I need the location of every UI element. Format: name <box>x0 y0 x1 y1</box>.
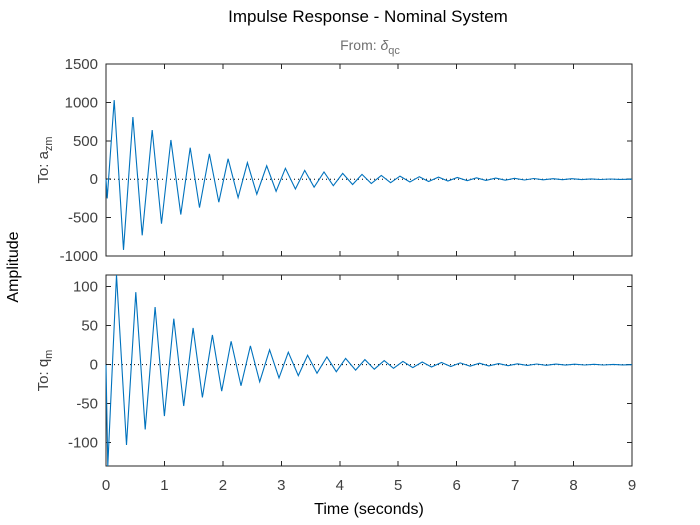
x-tick-label: 0 <box>102 477 110 494</box>
output-channel-subscript: m <box>43 350 55 359</box>
x-tick-label: 7 <box>511 477 519 494</box>
x-axis-ticks: 0 1 2 3 4 5 6 7 8 9 <box>102 477 636 494</box>
y-tick-label: 1000 <box>65 94 98 111</box>
output-channel-symbol: q <box>35 359 52 367</box>
y-tick-label: 500 <box>73 133 98 150</box>
output-channel-prefix: To: <box>35 159 52 183</box>
input-channel-label: From: δqc <box>340 37 400 57</box>
y-tick-label: 100 <box>73 279 98 296</box>
x-tick-label: 8 <box>569 477 577 494</box>
y-tick-label: 0 <box>90 171 98 188</box>
input-channel-prefix: From: <box>340 37 380 53</box>
x-tick-label: 9 <box>628 477 636 494</box>
panel-1: -1000 -500 0 500 1000 1500 To: azm <box>35 56 632 265</box>
x-tick-label: 3 <box>277 477 285 494</box>
figure-title: Impulse Response - Nominal System <box>228 7 508 26</box>
output-channel-label: To: qm <box>35 350 55 392</box>
output-channel-label: To: azm <box>35 136 55 183</box>
x-tick-label: 1 <box>160 477 168 494</box>
y-tick-label: -100 <box>68 435 98 452</box>
x-tick-label: 6 <box>452 477 460 494</box>
y-tick-label: -500 <box>68 210 98 227</box>
input-channel-subscript: qc <box>388 45 400 57</box>
panel-frame <box>106 64 632 256</box>
panel-2: -100 -50 0 50 100 To: qm <box>35 275 632 466</box>
output-channel-prefix: To: <box>35 367 52 391</box>
y-tick-label: 50 <box>81 318 98 335</box>
y-tick-label: 1500 <box>65 56 98 73</box>
output-channel-subscript: zm <box>43 136 55 151</box>
y-tick-label: -50 <box>76 396 98 413</box>
x-axis-label: Time (seconds) <box>314 501 424 518</box>
y-tick-label: 0 <box>90 357 98 374</box>
y-tick-label: -1000 <box>60 248 98 265</box>
x-tick-label: 2 <box>219 477 227 494</box>
panel-frame <box>106 275 632 466</box>
x-tick-label: 5 <box>394 477 402 494</box>
y-axis-label: Amplitude <box>5 231 22 302</box>
x-tick-label: 4 <box>336 477 344 494</box>
